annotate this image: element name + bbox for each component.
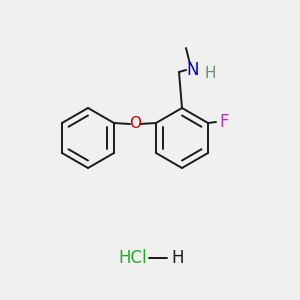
Text: H: H (204, 65, 216, 80)
Text: O: O (129, 116, 141, 130)
Text: HCl: HCl (119, 249, 147, 267)
Text: N: N (187, 61, 199, 79)
Text: F: F (219, 113, 229, 131)
Text: H: H (172, 249, 184, 267)
